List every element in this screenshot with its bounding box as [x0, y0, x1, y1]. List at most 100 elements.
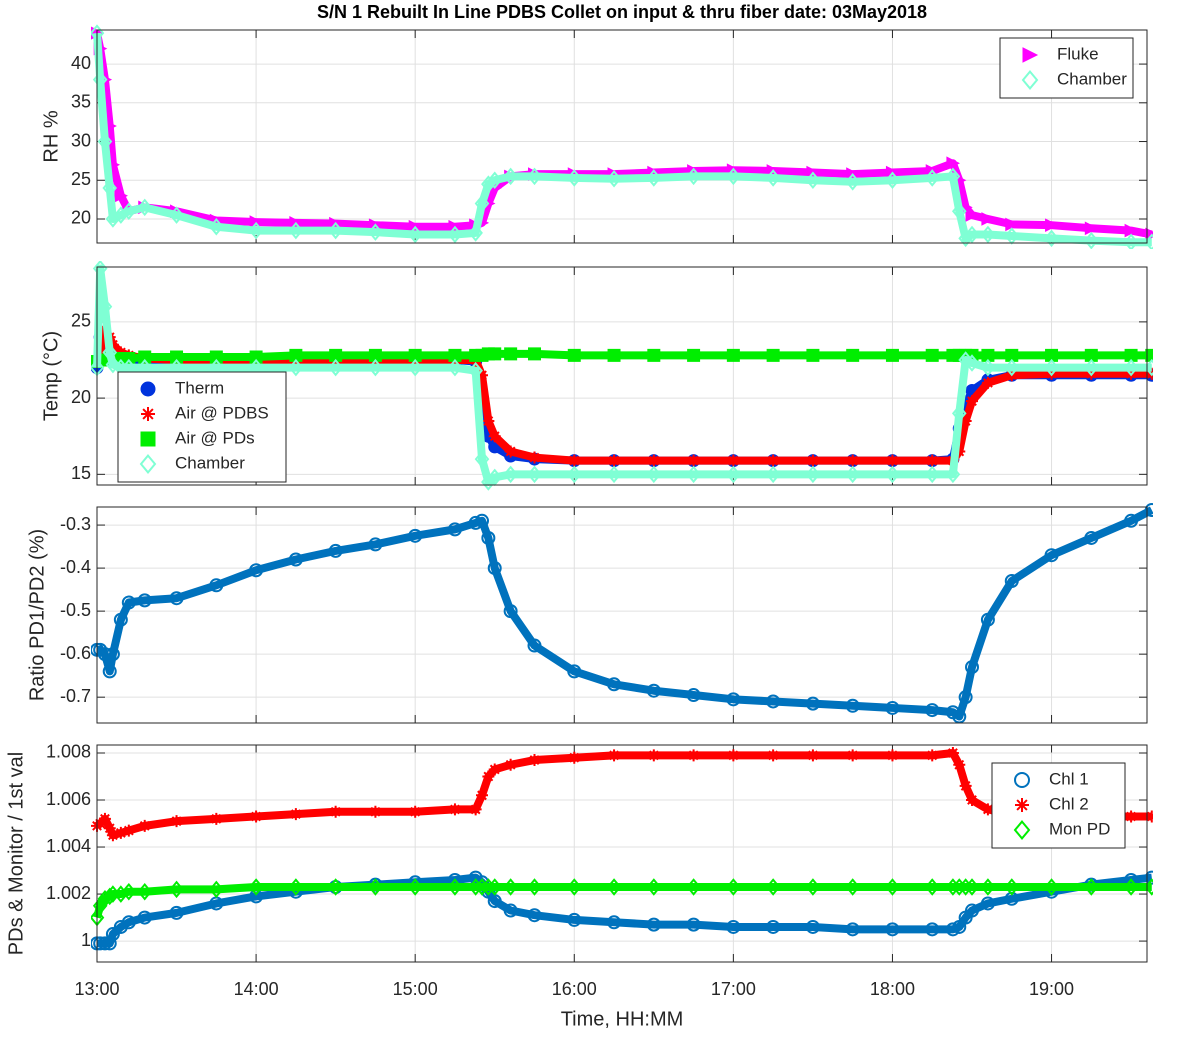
marker — [210, 812, 223, 825]
marker — [686, 465, 701, 484]
y-tick-label: 1.006 — [46, 789, 91, 809]
marker — [408, 348, 422, 362]
marker — [1084, 878, 1099, 896]
marker — [368, 537, 383, 552]
marker — [528, 754, 541, 767]
marker — [476, 369, 488, 382]
marker — [687, 348, 701, 362]
marker — [1084, 358, 1099, 377]
marker — [765, 465, 781, 484]
marker — [407, 358, 423, 377]
marker — [980, 612, 995, 627]
marker — [687, 454, 700, 467]
marker — [169, 905, 184, 920]
y-tick-label: 25 — [71, 311, 91, 331]
marker — [958, 690, 973, 705]
marker — [686, 688, 701, 703]
marker — [468, 515, 483, 530]
marker — [980, 878, 996, 896]
marker — [92, 261, 108, 278]
marker — [886, 454, 899, 467]
marker — [288, 552, 303, 567]
marker — [805, 465, 821, 484]
legend-marker — [139, 454, 157, 474]
panel: -0.7 -0.6 -0.5 -0.4 -0.3 Ratio PD1/PD2 (%) — [26, 503, 1153, 724]
marker — [953, 758, 966, 771]
marker — [845, 173, 860, 191]
marker — [981, 803, 994, 816]
marker — [368, 358, 383, 377]
marker — [945, 705, 960, 720]
marker — [488, 430, 501, 443]
marker — [447, 225, 463, 244]
marker — [726, 348, 740, 362]
marker — [248, 221, 264, 240]
legend-marker — [1021, 70, 1039, 90]
marker — [885, 878, 900, 896]
marker — [924, 465, 940, 484]
marker — [288, 878, 304, 896]
marker — [647, 454, 660, 467]
marker — [885, 922, 900, 937]
marker — [369, 805, 382, 818]
marker — [726, 167, 741, 186]
panel: 15 20 25 Temp (°C) Therm Air @ PDBS Air @ PDs C… — [40, 261, 1153, 491]
legend-label: Fluke — [1057, 44, 1099, 63]
marker — [952, 709, 967, 724]
legend-label: Air @ PDs — [175, 428, 255, 447]
marker — [97, 647, 112, 662]
legend-box — [999, 37, 1134, 99]
x-tick-label: 16:00 — [552, 979, 597, 999]
x-tick-label: 14:00 — [234, 979, 279, 999]
marker — [328, 221, 343, 240]
marker — [209, 896, 224, 911]
marker — [958, 229, 973, 248]
marker — [1045, 218, 1059, 232]
marker — [92, 70, 108, 89]
marker — [646, 878, 662, 896]
marker — [407, 878, 423, 896]
legend-marker — [140, 381, 156, 397]
marker — [1144, 233, 1153, 249]
y-tick-label: 30 — [71, 130, 91, 150]
plot-area — [97, 30, 1147, 243]
marker — [1084, 348, 1098, 362]
marker — [966, 794, 978, 807]
marker — [767, 749, 780, 762]
y-tick-label: 1.002 — [46, 883, 91, 903]
marker — [468, 361, 483, 380]
marker — [468, 870, 483, 885]
marker — [368, 223, 383, 241]
marker — [846, 348, 860, 362]
marker — [503, 465, 518, 484]
marker — [806, 454, 819, 467]
marker — [1084, 231, 1099, 249]
marker — [945, 878, 961, 896]
y-axis-label: Temp (°C) — [40, 331, 62, 421]
marker — [1124, 348, 1138, 362]
marker — [1125, 810, 1138, 823]
marker — [686, 878, 701, 896]
marker — [981, 348, 995, 362]
marker — [1145, 810, 1153, 823]
y-tick-label: -0.7 — [60, 686, 91, 706]
marker — [448, 803, 461, 816]
marker — [468, 878, 483, 896]
legend-label: Chamber — [1057, 69, 1127, 88]
marker — [248, 878, 264, 896]
marker — [959, 779, 972, 792]
marker — [105, 647, 120, 662]
y-tick-label: 15 — [71, 463, 91, 483]
x-tick-label: 17:00 — [711, 979, 756, 999]
legend-label: Chamber — [175, 453, 245, 472]
marker — [1144, 358, 1153, 377]
marker — [646, 465, 662, 484]
marker — [924, 878, 940, 896]
marker — [606, 169, 622, 188]
legend-label: Therm — [175, 378, 224, 397]
marker — [845, 922, 860, 937]
marker — [102, 343, 118, 362]
marker — [958, 878, 973, 896]
marker — [329, 805, 342, 818]
